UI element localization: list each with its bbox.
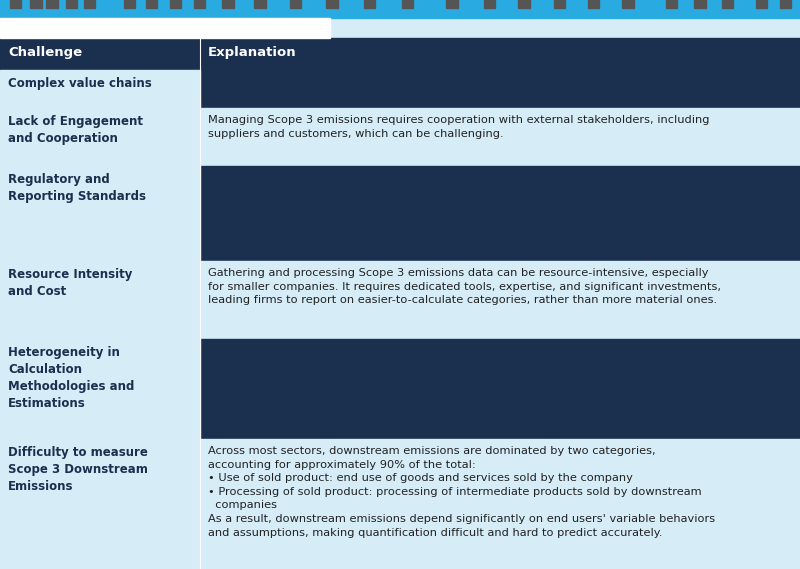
Bar	[780, 0, 791, 8]
Bar	[0, 70, 800, 108]
Bar	[518, 0, 530, 8]
Bar	[0, 339, 800, 439]
Bar	[722, 0, 733, 8]
Bar	[0, 108, 800, 166]
Bar	[0, 108, 200, 166]
Bar	[0, 439, 200, 569]
Text: Explanation: Explanation	[208, 46, 297, 59]
Text: Challenge: Challenge	[8, 46, 82, 59]
Bar	[0, 261, 800, 339]
Text: Lack of Engagement
and Cooperation: Lack of Engagement and Cooperation	[8, 115, 143, 145]
Text: Managing Scope 3 emissions requires cooperation with external stakeholders, incl: Managing Scope 3 emissions requires coop…	[208, 115, 710, 139]
Bar	[694, 0, 706, 8]
Text: Regulatory and
Reporting Standards: Regulatory and Reporting Standards	[8, 173, 146, 203]
Bar	[66, 0, 77, 8]
Bar	[290, 0, 301, 8]
Bar	[326, 0, 338, 8]
Bar	[0, 261, 200, 339]
Text: Resource Intensity
and Cost: Resource Intensity and Cost	[8, 268, 132, 298]
Bar	[756, 0, 767, 8]
Bar	[30, 0, 42, 8]
Bar	[588, 0, 599, 8]
Text: Difficulty to measure
Scope 3 Downstream
Emissions: Difficulty to measure Scope 3 Downstream…	[8, 446, 148, 493]
Bar	[0, 339, 200, 439]
Bar	[402, 0, 413, 8]
Bar	[0, 38, 800, 70]
Text: Complex value chains: Complex value chains	[8, 77, 152, 90]
Bar	[124, 0, 135, 8]
Bar	[84, 0, 95, 8]
Bar	[0, 0, 800, 18]
Text: Heterogeneity in
Calculation
Methodologies and
Estimations: Heterogeneity in Calculation Methodologi…	[8, 346, 134, 410]
Bar	[622, 0, 634, 8]
Text: Gathering and processing Scope 3 emissions data can be resource-intensive, espec: Gathering and processing Scope 3 emissio…	[208, 268, 721, 305]
Bar	[10, 0, 21, 8]
Bar	[146, 0, 157, 8]
Bar	[0, 166, 200, 261]
Bar	[484, 0, 495, 8]
Text: Across most sectors, downstream emissions are dominated by two categories,
accou: Across most sectors, downstream emission…	[208, 446, 715, 538]
Bar	[222, 0, 234, 8]
Bar	[364, 0, 375, 8]
Bar	[46, 0, 58, 8]
Bar	[666, 0, 677, 8]
Bar	[254, 0, 266, 8]
Bar	[446, 0, 458, 8]
Bar	[0, 439, 800, 569]
Bar	[194, 0, 205, 8]
Bar	[170, 0, 181, 8]
Bar	[0, 70, 200, 108]
Bar	[0, 18, 330, 38]
Bar	[554, 0, 565, 8]
Bar	[0, 166, 800, 261]
